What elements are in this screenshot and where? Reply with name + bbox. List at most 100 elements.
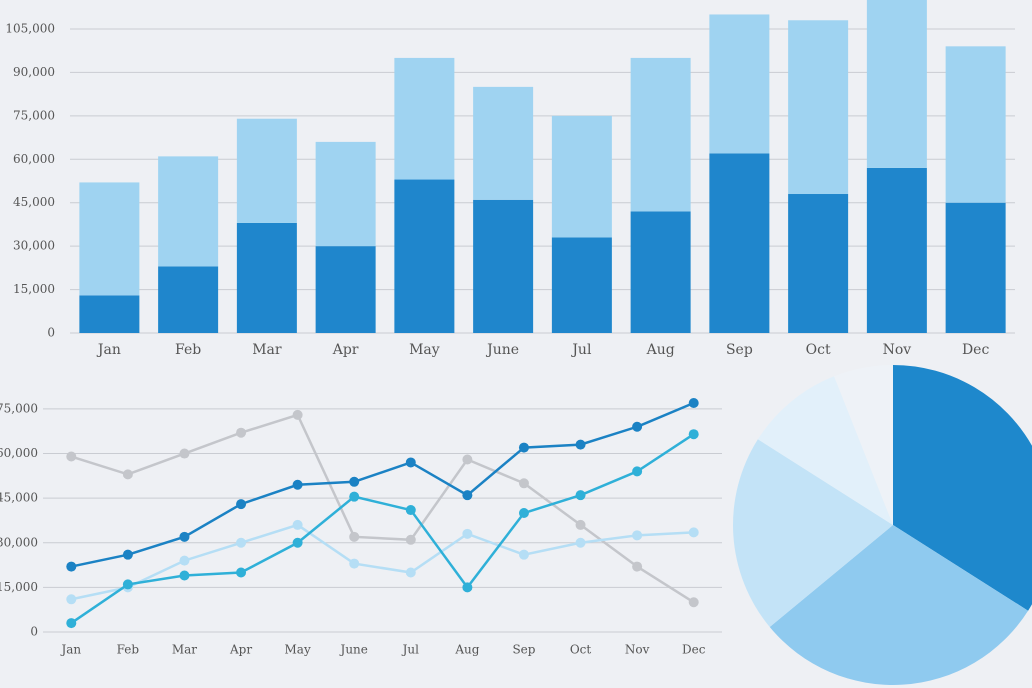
point (632, 530, 643, 541)
point (122, 469, 133, 480)
bar-segment (709, 153, 770, 333)
x-tick-label: Apr (332, 342, 359, 358)
y-tick-label: 75,000 (0, 401, 38, 415)
bar-segment (945, 202, 1006, 333)
x-tick-label: May (409, 342, 440, 358)
x-tick-label: Jul (401, 643, 420, 657)
y-tick-label: 60,000 (13, 152, 55, 166)
y-tick-label: 30,000 (13, 239, 55, 253)
bar-segment (236, 118, 297, 223)
pie-slice (893, 365, 1032, 611)
x-tick-label: June (485, 342, 519, 358)
bar-segment (158, 266, 219, 333)
point (236, 499, 247, 510)
point (518, 478, 529, 489)
x-tick-label: Mar (252, 342, 282, 358)
bar-segment (158, 156, 219, 267)
point (575, 490, 586, 501)
x-tick-label: Feb (175, 342, 201, 358)
point (122, 579, 133, 590)
x-tick-label: Apr (229, 643, 252, 657)
point (405, 457, 416, 468)
point (292, 479, 303, 490)
bar-segment (79, 295, 140, 333)
point (349, 558, 360, 569)
bar-segment (709, 14, 770, 154)
point (66, 451, 77, 462)
point (405, 534, 416, 545)
bar-segment (394, 57, 455, 180)
point (122, 549, 133, 560)
bar-segment (866, 0, 927, 168)
point (292, 519, 303, 530)
y-tick-label: 105,000 (5, 21, 55, 35)
point (66, 618, 77, 629)
x-tick-label: Dec (962, 342, 990, 358)
y-tick-label: 45,000 (13, 195, 55, 209)
point (236, 567, 247, 578)
y-tick-label: 45,000 (0, 491, 38, 505)
point (575, 439, 586, 450)
x-tick-label: May (285, 643, 311, 657)
point (405, 567, 416, 578)
x-tick-label: Sep (726, 342, 753, 358)
point (179, 531, 190, 542)
point (66, 594, 77, 605)
x-tick-label: Feb (117, 643, 140, 657)
y-tick-label: 75,000 (13, 108, 55, 122)
bar-segment (473, 199, 534, 333)
point (292, 537, 303, 548)
point (179, 448, 190, 459)
point (236, 537, 247, 548)
x-tick-label: Jan (96, 342, 121, 358)
x-tick-label: Nov (625, 643, 650, 657)
point (688, 597, 699, 608)
bar-segment (394, 179, 455, 333)
point (292, 409, 303, 420)
y-tick-label: 30,000 (0, 535, 38, 549)
bar-segment (236, 222, 297, 333)
point (405, 505, 416, 516)
x-tick-label: Oct (570, 643, 592, 657)
point (462, 490, 473, 501)
bar-segment (788, 20, 849, 195)
x-tick-label: Jul (570, 342, 592, 358)
point (462, 528, 473, 539)
bar-segment (788, 194, 849, 333)
x-tick-label: Jan (59, 643, 81, 657)
bar-segment (630, 57, 691, 212)
bar-segment (630, 211, 691, 333)
y-tick-label: 60,000 (0, 446, 38, 460)
point (179, 570, 190, 581)
y-tick-label: 90,000 (13, 65, 55, 79)
x-tick-label: Nov (883, 342, 912, 358)
point (66, 561, 77, 572)
point (688, 397, 699, 408)
bar-segment (473, 86, 534, 200)
x-tick-label: Oct (806, 342, 831, 358)
point (179, 555, 190, 566)
pie-slice (732, 439, 893, 627)
y-tick-label: 0 (47, 326, 55, 340)
line-series (70, 433, 695, 625)
x-tick-label: June (339, 643, 368, 657)
bar-segment (551, 237, 612, 333)
point (575, 537, 586, 548)
line-series (71, 523, 694, 601)
point (462, 454, 473, 465)
line-series (71, 401, 695, 568)
point (349, 531, 360, 542)
x-tick-label: Sep (512, 643, 535, 657)
point (632, 421, 643, 432)
x-tick-label: Mar (172, 643, 197, 657)
bar-segment (551, 115, 612, 238)
bar-segment (945, 46, 1006, 203)
line-series (70, 413, 695, 604)
pie-slice (769, 525, 1029, 685)
bar-segment (79, 182, 140, 296)
y-tick-label: 15,000 (0, 580, 38, 594)
point (518, 508, 529, 519)
point (575, 519, 586, 530)
